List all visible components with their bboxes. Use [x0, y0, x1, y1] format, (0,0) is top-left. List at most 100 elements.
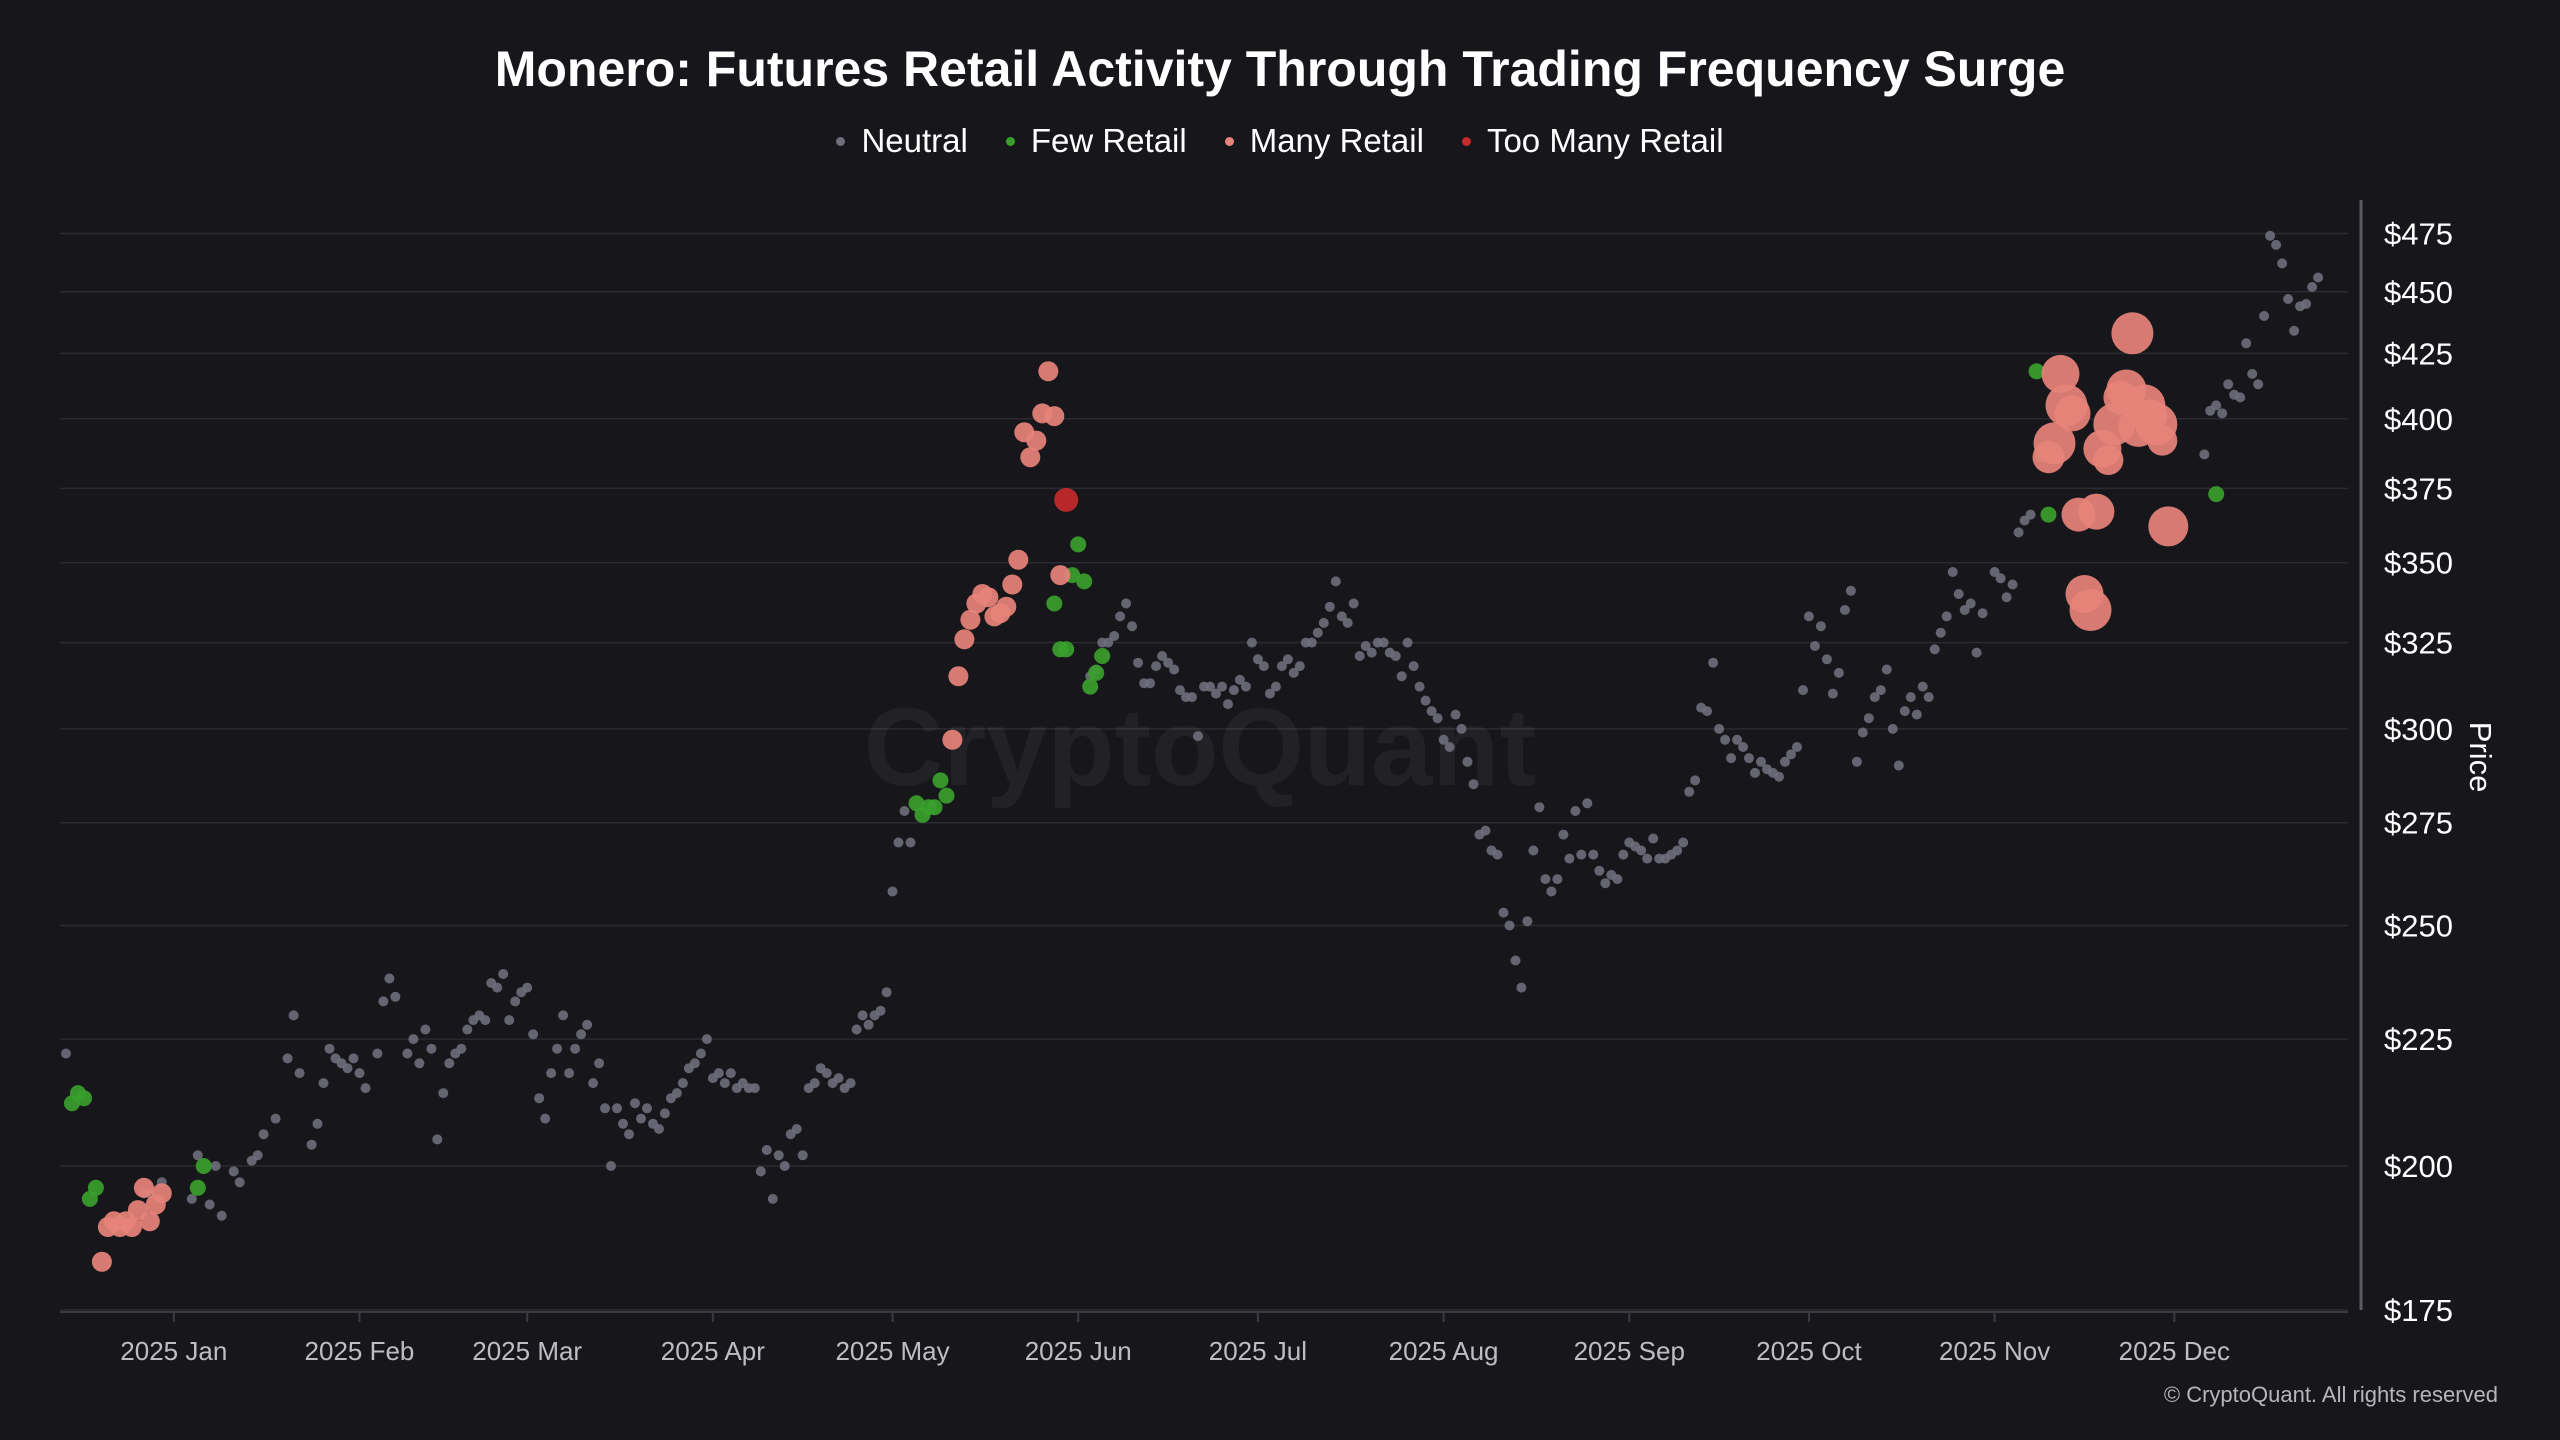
point-neutral[interactable] — [510, 996, 521, 1007]
point-neutral[interactable] — [1546, 886, 1557, 897]
point-neutral[interactable] — [1276, 661, 1287, 672]
point-neutral[interactable] — [659, 1108, 670, 1119]
point-neutral[interactable] — [761, 1145, 772, 1155]
point-neutral[interactable] — [1103, 637, 1114, 648]
point-neutral[interactable] — [857, 1010, 868, 1021]
point-many-retail[interactable] — [2054, 395, 2091, 432]
legend-item-too-many-retail[interactable]: Too Many Retail — [1461, 122, 1724, 160]
point-many-retail[interactable] — [151, 1183, 172, 1204]
point-neutral[interactable] — [1444, 742, 1455, 752]
point-neutral[interactable] — [797, 1150, 808, 1161]
point-neutral[interactable] — [749, 1083, 760, 1094]
point-neutral[interactable] — [881, 987, 892, 998]
point-neutral[interactable] — [1893, 760, 1904, 771]
point-neutral[interactable] — [1468, 779, 1479, 790]
point-neutral[interactable] — [1462, 756, 1473, 767]
point-many-retail[interactable] — [948, 666, 969, 687]
point-neutral[interactable] — [1217, 681, 1227, 692]
point-neutral[interactable] — [462, 1024, 473, 1035]
point-many-retail[interactable] — [133, 1177, 154, 1198]
point-few-retail[interactable] — [76, 1090, 92, 1107]
point-neutral[interactable] — [1510, 955, 1521, 966]
point-neutral[interactable] — [1977, 608, 1988, 619]
point-neutral[interactable] — [1378, 637, 1389, 648]
point-neutral[interactable] — [1887, 723, 1898, 734]
point-neutral[interactable] — [1714, 723, 1725, 734]
point-neutral[interactable] — [2211, 400, 2222, 411]
point-neutral[interactable] — [1354, 651, 1365, 661]
point-neutral[interactable] — [1205, 681, 1215, 692]
point-many-retail[interactable] — [1002, 574, 1023, 595]
point-neutral[interactable] — [2199, 449, 2210, 460]
point-neutral[interactable] — [1648, 833, 1659, 844]
point-neutral[interactable] — [1720, 734, 1731, 745]
point-neutral[interactable] — [887, 886, 898, 897]
point-neutral[interactable] — [1348, 598, 1359, 609]
point-neutral[interactable] — [1480, 825, 1491, 836]
point-neutral[interactable] — [1929, 644, 1940, 655]
point-neutral[interactable] — [1564, 853, 1575, 864]
point-neutral[interactable] — [390, 991, 401, 1002]
point-neutral[interactable] — [2259, 311, 2270, 321]
point-few-retail[interactable] — [932, 772, 949, 789]
point-neutral[interactable] — [1642, 853, 1653, 864]
point-neutral[interactable] — [456, 1043, 467, 1054]
point-neutral[interactable] — [1863, 713, 1874, 724]
point-neutral[interactable] — [1750, 767, 1760, 778]
point-many-retail[interactable] — [2041, 354, 2080, 393]
point-neutral[interactable] — [1516, 982, 1527, 993]
point-neutral[interactable] — [1774, 771, 1784, 782]
point-neutral[interactable] — [1504, 920, 1515, 931]
point-neutral[interactable] — [1582, 798, 1593, 809]
point-few-retail[interactable] — [87, 1179, 104, 1196]
point-neutral[interactable] — [2001, 592, 2012, 603]
point-many-retail[interactable] — [2148, 506, 2189, 547]
point-neutral[interactable] — [767, 1193, 778, 1204]
point-many-retail[interactable] — [2111, 312, 2154, 355]
point-many-retail[interactable] — [1044, 406, 1065, 427]
point-few-retail[interactable] — [926, 799, 943, 816]
point-neutral[interactable] — [2277, 258, 2288, 269]
point-many-retail[interactable] — [2078, 493, 2115, 530]
point-neutral[interactable] — [1522, 916, 1533, 927]
point-neutral[interactable] — [1163, 657, 1174, 668]
point-neutral[interactable] — [2253, 379, 2264, 390]
point-neutral[interactable] — [534, 1093, 545, 1104]
point-neutral[interactable] — [1935, 627, 1946, 638]
point-neutral[interactable] — [1684, 786, 1695, 797]
point-neutral[interactable] — [438, 1088, 449, 1099]
point-few-retail[interactable] — [1094, 648, 1111, 664]
point-neutral[interactable] — [1456, 723, 1467, 734]
point-neutral[interactable] — [654, 1124, 664, 1134]
point-neutral[interactable] — [258, 1129, 269, 1140]
point-neutral[interactable] — [1558, 829, 1569, 840]
point-neutral[interactable] — [1534, 802, 1545, 813]
point-neutral[interactable] — [528, 1029, 539, 1040]
point-neutral[interactable] — [1672, 845, 1683, 856]
point-neutral[interactable] — [1360, 641, 1371, 651]
point-neutral[interactable] — [432, 1134, 443, 1145]
point-neutral[interactable] — [216, 1210, 227, 1221]
point-neutral[interactable] — [1612, 874, 1623, 885]
point-neutral[interactable] — [1336, 611, 1347, 622]
point-neutral[interactable] — [576, 1029, 587, 1040]
point-neutral[interactable] — [1492, 849, 1503, 860]
point-neutral[interactable] — [1708, 657, 1719, 668]
point-neutral[interactable] — [1803, 611, 1814, 622]
point-neutral[interactable] — [1330, 576, 1341, 587]
point-few-retail[interactable] — [1058, 641, 1075, 658]
point-many-retail[interactable] — [91, 1251, 112, 1272]
point-neutral[interactable] — [695, 1048, 706, 1059]
point-many-retail[interactable] — [139, 1211, 160, 1232]
point-neutral[interactable] — [2271, 239, 2282, 250]
point-neutral[interactable] — [1234, 674, 1245, 685]
point-neutral[interactable] — [1396, 671, 1407, 682]
point-neutral[interactable] — [522, 982, 533, 993]
point-neutral[interactable] — [1426, 706, 1437, 717]
point-neutral[interactable] — [504, 1015, 515, 1026]
point-neutral[interactable] — [192, 1150, 203, 1161]
point-neutral[interactable] — [1318, 617, 1329, 628]
point-few-retail[interactable] — [938, 787, 955, 804]
point-neutral[interactable] — [779, 1161, 790, 1171]
point-neutral[interactable] — [348, 1053, 359, 1064]
